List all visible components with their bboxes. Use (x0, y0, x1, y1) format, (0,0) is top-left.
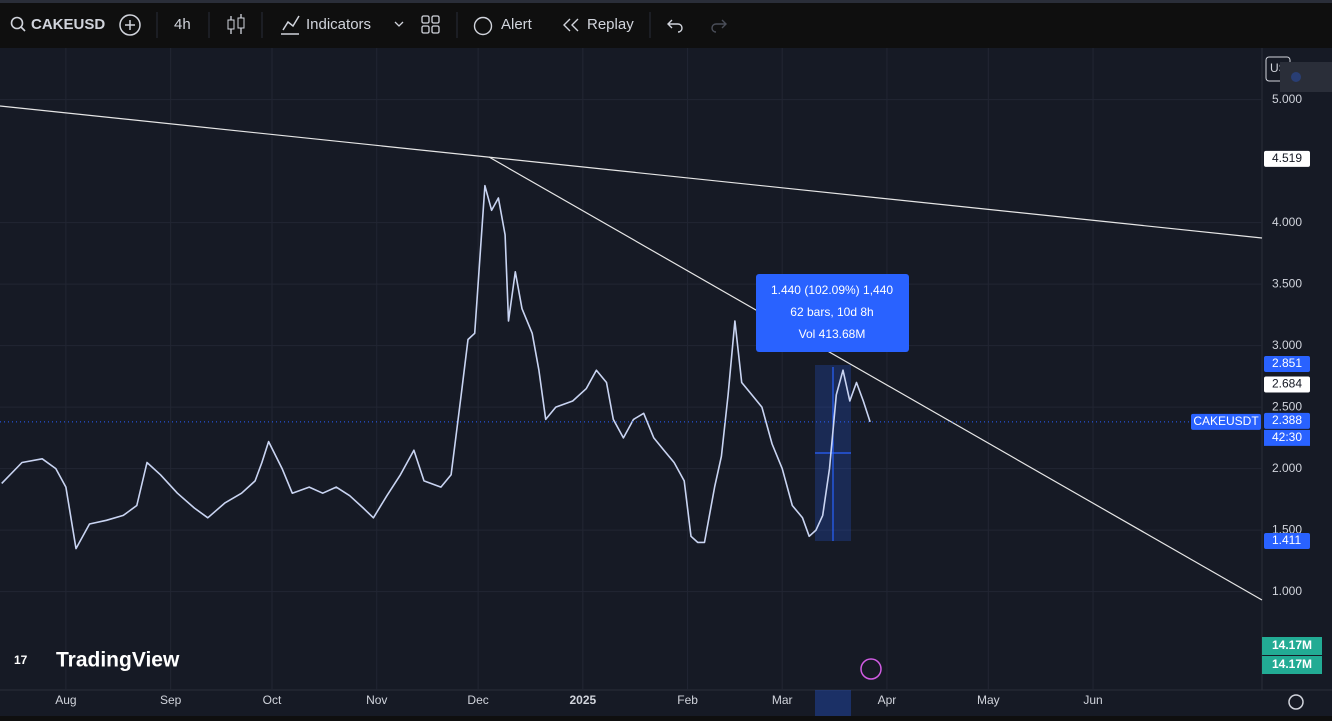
alert-button[interactable]: Alert (501, 16, 533, 33)
trendline[interactable] (0, 105, 1263, 239)
candle-icon-body (227, 19, 235, 30)
volume-label: 14.17M (1272, 657, 1312, 671)
drawing-toolbar (1280, 62, 1332, 92)
measure-tooltip (756, 274, 909, 352)
measure-time-range (815, 690, 851, 716)
y-tick-label: 1.500 (1272, 522, 1302, 536)
grid (0, 48, 1262, 690)
dropdown[interactable] (394, 21, 404, 27)
y-tick-label: 1.000 (1272, 584, 1302, 598)
price-label: 2.851 (1272, 356, 1302, 370)
y-tick-label: 5.000 (1272, 92, 1302, 106)
price-label: 2.684 (1272, 377, 1302, 391)
indicators-icon (281, 15, 300, 35)
top-border (0, 0, 1332, 3)
price-label: 4.519 (1272, 151, 1302, 165)
event-icon[interactable] (860, 658, 882, 680)
measure-bars: 62 bars, 10d 8h (790, 305, 873, 319)
add-icon (125, 20, 135, 30)
x-tick-label: Oct (263, 693, 282, 707)
x-tick-label: Jun (1083, 693, 1102, 707)
y-tick-label: 3.000 (1272, 338, 1302, 352)
x-tick-label: May (977, 693, 1000, 707)
y-tick-label: 2.000 (1272, 461, 1302, 475)
symbol-label: CAKEUSDT (1193, 414, 1259, 428)
price-label-bg (1264, 150, 1310, 167)
logo-mark: 17 (14, 653, 28, 667)
chart-panel (0, 48, 1332, 716)
x-tick-label: Feb (677, 693, 698, 707)
price-label: 1.411 (1272, 533, 1301, 547)
x-tick-label: 2025 (569, 693, 596, 707)
symbol[interactable]: CAKEUSD (31, 16, 105, 33)
price-label-bg (1264, 376, 1310, 393)
alert-icon (473, 16, 493, 36)
countdown: 42:30 (1272, 430, 1302, 444)
undo[interactable] (667, 19, 683, 33)
trendline[interactable] (488, 156, 1263, 601)
interval[interactable]: 4h (174, 16, 191, 33)
x-tick-label: Aug (55, 693, 76, 707)
x-tick-label: Mar (772, 693, 793, 707)
y-tick-label: 3.500 (1272, 276, 1302, 290)
y-tick-label: 4.000 (1272, 215, 1302, 229)
settings[interactable] (1288, 694, 1304, 710)
price-line (1, 184, 871, 550)
search-icon-handle (20, 26, 26, 32)
measure-volume: Vol 413.68M (799, 327, 866, 341)
x-tick-label: Nov (366, 693, 387, 707)
settings-handle (1291, 72, 1301, 82)
replay-button[interactable]: Replay (587, 16, 634, 33)
volume-label-bg (1262, 637, 1322, 655)
logo[interactable]: TradingView (56, 649, 180, 672)
x-tick-label: Sep (160, 693, 182, 707)
add-symbol[interactable] (119, 14, 141, 36)
replay-icon (563, 18, 579, 32)
countdown-bg (1264, 429, 1310, 446)
price-label-bg (1264, 533, 1310, 550)
price-label-bg (1264, 355, 1310, 372)
toolbar: CAKEUSD 4h Indicators Alert Replay (10, 12, 727, 38)
indicators-button[interactable]: Indicators (306, 16, 371, 33)
symbol-label-bg (1191, 413, 1261, 430)
y-tick-label: 2.500 (1272, 399, 1302, 413)
volume-label-bg (1262, 656, 1322, 674)
redo[interactable] (711, 19, 727, 33)
x-tick-label: Apr (878, 693, 897, 707)
search-icon[interactable] (10, 16, 24, 30)
x-tick-label: Dec (467, 693, 488, 707)
measure-change: 1.440 (102.09%) 1,440 (771, 283, 893, 297)
volume-label: 14.17M (1272, 638, 1312, 652)
plot (0, 184, 1262, 550)
layouts-icon[interactable] (421, 15, 440, 34)
candle-icon-body (237, 17, 245, 29)
price-label: 2.388 (1272, 413, 1302, 427)
price-label-bg (1264, 412, 1310, 429)
